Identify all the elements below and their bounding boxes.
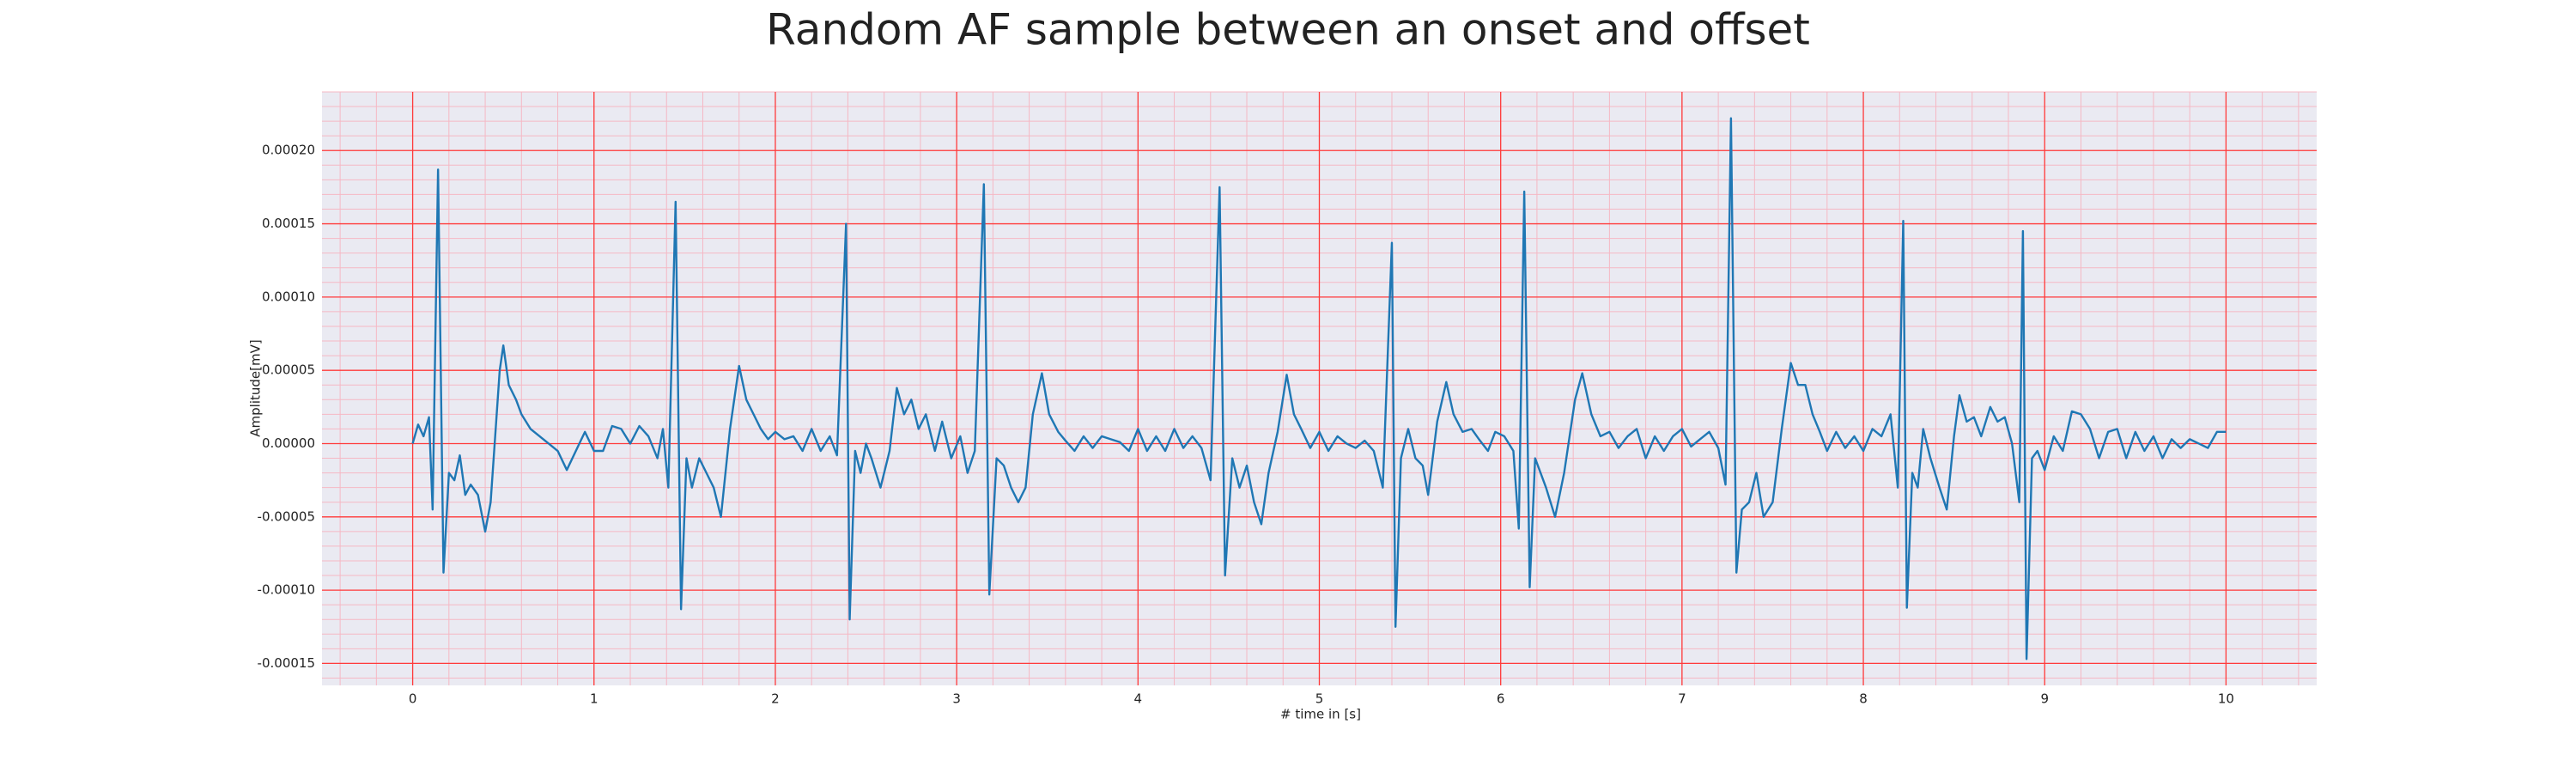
chart-title: Random AF sample between an onset and of… — [766, 5, 1810, 55]
x-tick-label: 1 — [590, 691, 598, 707]
x-tick-label: 5 — [1315, 691, 1324, 707]
x-tick-label: 4 — [1134, 691, 1143, 707]
x-tick-label: 10 — [2218, 691, 2234, 707]
y-tick-label: 0.00005 — [262, 362, 315, 378]
x-tick-label: 6 — [1497, 691, 1505, 707]
y-tick-label: -0.00015 — [258, 655, 315, 671]
x-tick-label: 0 — [409, 691, 417, 707]
x-tick-label: 2 — [771, 691, 780, 707]
ecg-line — [411, 117, 2227, 660]
x-tick-label: 9 — [2040, 691, 2049, 707]
x-axis-label: # time in [s] — [1280, 707, 1361, 722]
y-tick-label: 0.00000 — [262, 435, 315, 451]
y-axis-label: Amplitude[mV] — [248, 339, 264, 436]
y-tick-label: 0.00010 — [262, 289, 315, 304]
y-tick-label: 0.00020 — [262, 143, 315, 158]
y-tick-label: -0.00010 — [258, 582, 315, 598]
x-tick-label: 7 — [1678, 691, 1686, 707]
y-tick-label: -0.00005 — [258, 508, 315, 524]
x-tick-label: 8 — [1859, 691, 1868, 707]
x-tick-label: 3 — [952, 691, 961, 707]
y-tick-label: 0.00015 — [262, 216, 315, 231]
